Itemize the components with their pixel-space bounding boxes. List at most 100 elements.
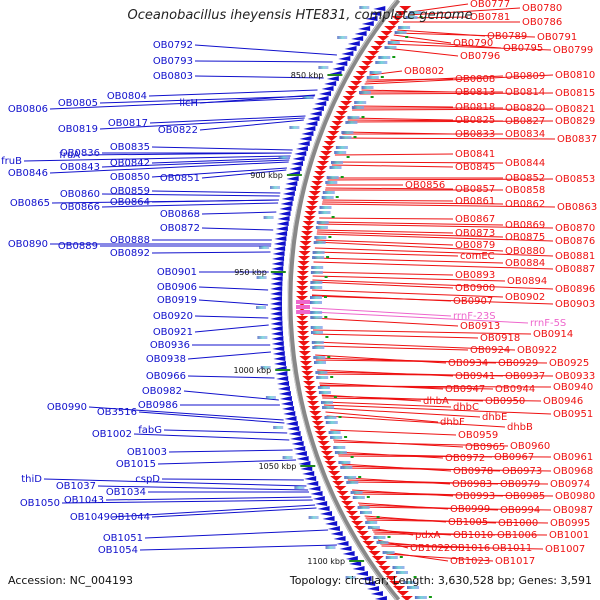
- gene-label[interactable]: OB0842: [110, 158, 150, 169]
- gene-label[interactable]: OB0959: [458, 430, 498, 441]
- gene-label[interactable]: OB0843: [60, 162, 100, 173]
- gene-label[interactable]: OB0900: [455, 283, 495, 294]
- gene-label[interactable]: OB0781: [470, 12, 510, 23]
- gene-label[interactable]: OB1015: [116, 459, 156, 470]
- gene-label[interactable]: OB0944: [495, 384, 535, 395]
- gene-label[interactable]: OB0827: [505, 116, 545, 127]
- gene-label[interactable]: OB0950: [485, 396, 525, 407]
- gene-label[interactable]: OB0834: [505, 129, 545, 140]
- gene-label[interactable]: OB0777: [470, 0, 510, 10]
- gene-label[interactable]: dhbC: [453, 402, 479, 413]
- gene-label[interactable]: OB0846: [8, 168, 48, 179]
- gene-label[interactable]: OB0980: [555, 491, 595, 502]
- gene-label[interactable]: OB0853: [555, 174, 595, 185]
- gene-label[interactable]: OB1043: [64, 495, 104, 506]
- gene-label[interactable]: OB1000: [498, 518, 538, 529]
- gene-label[interactable]: thiD: [21, 474, 42, 485]
- gene-label[interactable]: OB0973: [502, 466, 542, 477]
- gene-label[interactable]: OB0809: [505, 71, 545, 82]
- gene-label[interactable]: OB1022: [410, 543, 450, 554]
- gene-label[interactable]: OB1034: [106, 487, 146, 498]
- gene-label[interactable]: OB0822: [158, 125, 198, 136]
- gene-label[interactable]: OB0859: [110, 186, 150, 197]
- gene-label[interactable]: OB0857: [455, 184, 495, 195]
- gene-label[interactable]: OB0805: [58, 98, 98, 109]
- gene-label[interactable]: OB0913: [460, 321, 500, 332]
- gene-label[interactable]: OB0892: [110, 248, 150, 259]
- gene-label[interactable]: OB0922: [517, 345, 557, 356]
- gene-label[interactable]: OB0918: [480, 333, 520, 344]
- gene-label[interactable]: fabG: [138, 425, 162, 436]
- gene-label[interactable]: OB0876: [555, 236, 595, 247]
- gene-label[interactable]: OB0856: [405, 180, 445, 191]
- gene-label[interactable]: OB1005: [448, 517, 488, 528]
- gene-label[interactable]: OB0880: [505, 246, 545, 257]
- gene-label[interactable]: OB0845: [455, 162, 495, 173]
- gene-label[interactable]: OB1010: [453, 530, 493, 541]
- gene-label[interactable]: fruA: [59, 150, 80, 161]
- gene-label[interactable]: OB1002: [92, 429, 132, 440]
- gene-label[interactable]: OB0872: [160, 223, 200, 234]
- gene-label[interactable]: OB0860: [60, 189, 100, 200]
- gene-label[interactable]: OB0933: [555, 371, 595, 382]
- gene-label[interactable]: OB0979: [500, 479, 540, 490]
- gene-label[interactable]: OB0947: [445, 384, 485, 395]
- gene-label[interactable]: OB0875: [505, 232, 545, 243]
- gene-label[interactable]: OB0968: [553, 466, 593, 477]
- gene-label[interactable]: OB0951: [553, 409, 593, 420]
- gene-label[interactable]: OB0820: [505, 103, 545, 114]
- gene-label[interactable]: OB0818: [455, 102, 495, 113]
- gene-label[interactable]: OB0921: [153, 327, 193, 338]
- gene-label[interactable]: licH: [179, 98, 198, 109]
- gene-label[interactable]: OB0868: [160, 209, 200, 220]
- gene-label[interactable]: OB1007: [545, 544, 585, 555]
- gene-label[interactable]: OB0813: [455, 87, 495, 98]
- gene-label[interactable]: OB0987: [553, 505, 593, 516]
- gene-label[interactable]: OB1003: [127, 447, 167, 458]
- gene-label[interactable]: OB0924: [470, 345, 510, 356]
- gene-label[interactable]: OB0965: [465, 442, 505, 453]
- gene-label[interactable]: OB1054: [98, 545, 138, 556]
- gene-label[interactable]: OB0896: [555, 284, 595, 295]
- gene-label[interactable]: OB0893: [455, 270, 495, 281]
- gene-label[interactable]: OB0936: [150, 340, 190, 351]
- gene-label[interactable]: OB0780: [522, 3, 562, 14]
- gene-label[interactable]: OB1037: [56, 481, 96, 492]
- gene-label[interactable]: OB0815: [555, 88, 595, 99]
- gene-label[interactable]: OB0884: [505, 258, 545, 269]
- gene-label[interactable]: OB0858: [505, 185, 545, 196]
- gene-label[interactable]: OB0796: [460, 51, 500, 62]
- rrna-label[interactable]: rrnF-23S: [453, 311, 496, 322]
- gene-label[interactable]: OB0850: [110, 172, 150, 183]
- gene-label[interactable]: OB0901: [157, 267, 197, 278]
- gene-label[interactable]: OB0790: [453, 38, 493, 49]
- gene-label[interactable]: OB0940: [553, 382, 593, 393]
- gene-label[interactable]: OB0966: [146, 371, 186, 382]
- gene-label[interactable]: OB0844: [505, 158, 545, 169]
- gene-label[interactable]: OB1023: [450, 556, 490, 567]
- gene-label[interactable]: OB0974: [550, 479, 590, 490]
- gene-label[interactable]: OB0851: [160, 173, 200, 184]
- gene-label[interactable]: OB0873: [455, 228, 495, 239]
- gene-label[interactable]: OB1044: [110, 512, 150, 523]
- gene-label[interactable]: OB0889: [58, 241, 98, 252]
- gene-label[interactable]: comEC: [460, 251, 495, 262]
- gene-label[interactable]: dhbA: [423, 396, 449, 407]
- gene-label[interactable]: OB0994: [500, 505, 540, 516]
- gene-label[interactable]: OB0887: [555, 264, 595, 275]
- gene-label[interactable]: OB0890: [8, 239, 48, 250]
- gene-label[interactable]: OB1050: [20, 498, 60, 509]
- gene-label[interactable]: OB0888: [110, 235, 150, 246]
- gene-label[interactable]: OB0837: [557, 134, 597, 145]
- gene-label[interactable]: OB0864: [110, 197, 150, 208]
- gene-label[interactable]: OB0937: [505, 371, 545, 382]
- gene-label[interactable]: OB0869: [505, 220, 545, 231]
- gene-label[interactable]: OB0833: [455, 129, 495, 140]
- gene-label[interactable]: OB0793: [153, 56, 193, 67]
- gene-label[interactable]: OB0802: [404, 66, 444, 77]
- gene-label[interactable]: OB1049: [70, 512, 110, 523]
- gene-label[interactable]: OB0870: [555, 223, 595, 234]
- gene-label[interactable]: OB0799: [553, 45, 593, 56]
- gene-label[interactable]: OB0866: [60, 202, 100, 213]
- gene-label[interactable]: OB0920: [153, 311, 193, 322]
